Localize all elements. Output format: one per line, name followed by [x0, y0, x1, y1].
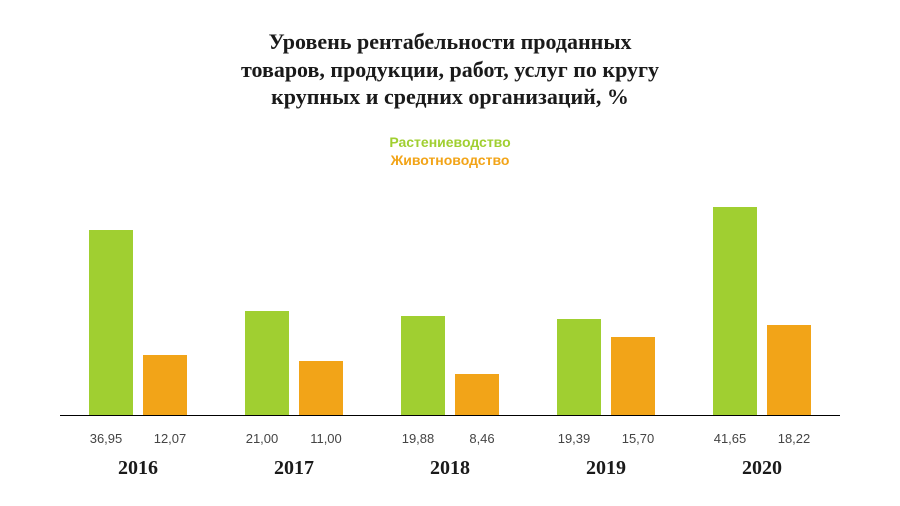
bar [299, 361, 343, 416]
value-label: 12,07 [148, 431, 192, 446]
bar-group [372, 316, 528, 416]
title-line-3: крупных и средних организаций, % [271, 84, 629, 109]
bar [557, 319, 601, 416]
category-label: 2019 [528, 457, 684, 480]
category-labels-row: 20162017201820192020 [60, 457, 840, 480]
category-label: 2018 [372, 457, 528, 480]
legend-item-0: Растениеводство [0, 133, 900, 151]
legend: Растениеводство Животноводство [0, 133, 900, 169]
chart-container: Уровень рентабельности проданных товаров… [0, 0, 900, 506]
bar [611, 337, 655, 416]
bar [713, 207, 757, 416]
chart-title: Уровень рентабельности проданных товаров… [0, 0, 900, 111]
bar [143, 355, 187, 416]
bar-group [60, 230, 216, 416]
bar-group [216, 311, 372, 416]
bar [89, 230, 133, 416]
value-label-pair: 21,00 11,00 [216, 431, 372, 446]
bar-groups [60, 190, 840, 416]
value-label-pair: 19,88 8,46 [372, 431, 528, 446]
title-line-2: товаров, продукции, работ, услуг по круг… [241, 57, 659, 82]
legend-item-1: Животноводство [0, 151, 900, 169]
value-label-pair: 41,65 18,22 [684, 431, 840, 446]
value-label: 21,00 [240, 431, 284, 446]
category-label: 2016 [60, 457, 216, 480]
value-label: 18,22 [772, 431, 816, 446]
value-label: 11,00 [304, 431, 348, 446]
value-label: 15,70 [616, 431, 660, 446]
value-label: 36,95 [84, 431, 128, 446]
value-label: 19,88 [396, 431, 440, 446]
bar [401, 316, 445, 416]
value-labels-row: 36,95 12,07 21,00 11,00 19,88 8,46 19,39 15,70 4… [60, 431, 840, 446]
value-label-pair: 19,39 15,70 [528, 431, 684, 446]
plot-area [60, 190, 840, 416]
x-axis-baseline [60, 415, 840, 416]
bar-group [684, 207, 840, 416]
value-label-pair: 36,95 12,07 [60, 431, 216, 446]
value-label: 41,65 [708, 431, 752, 446]
value-label: 8,46 [460, 431, 504, 446]
category-label: 2017 [216, 457, 372, 480]
value-label: 19,39 [552, 431, 596, 446]
bar [767, 325, 811, 417]
bar-group [528, 319, 684, 416]
category-label: 2020 [684, 457, 840, 480]
bar [455, 374, 499, 416]
title-line-1: Уровень рентабельности проданных [268, 29, 631, 54]
bar [245, 311, 289, 416]
